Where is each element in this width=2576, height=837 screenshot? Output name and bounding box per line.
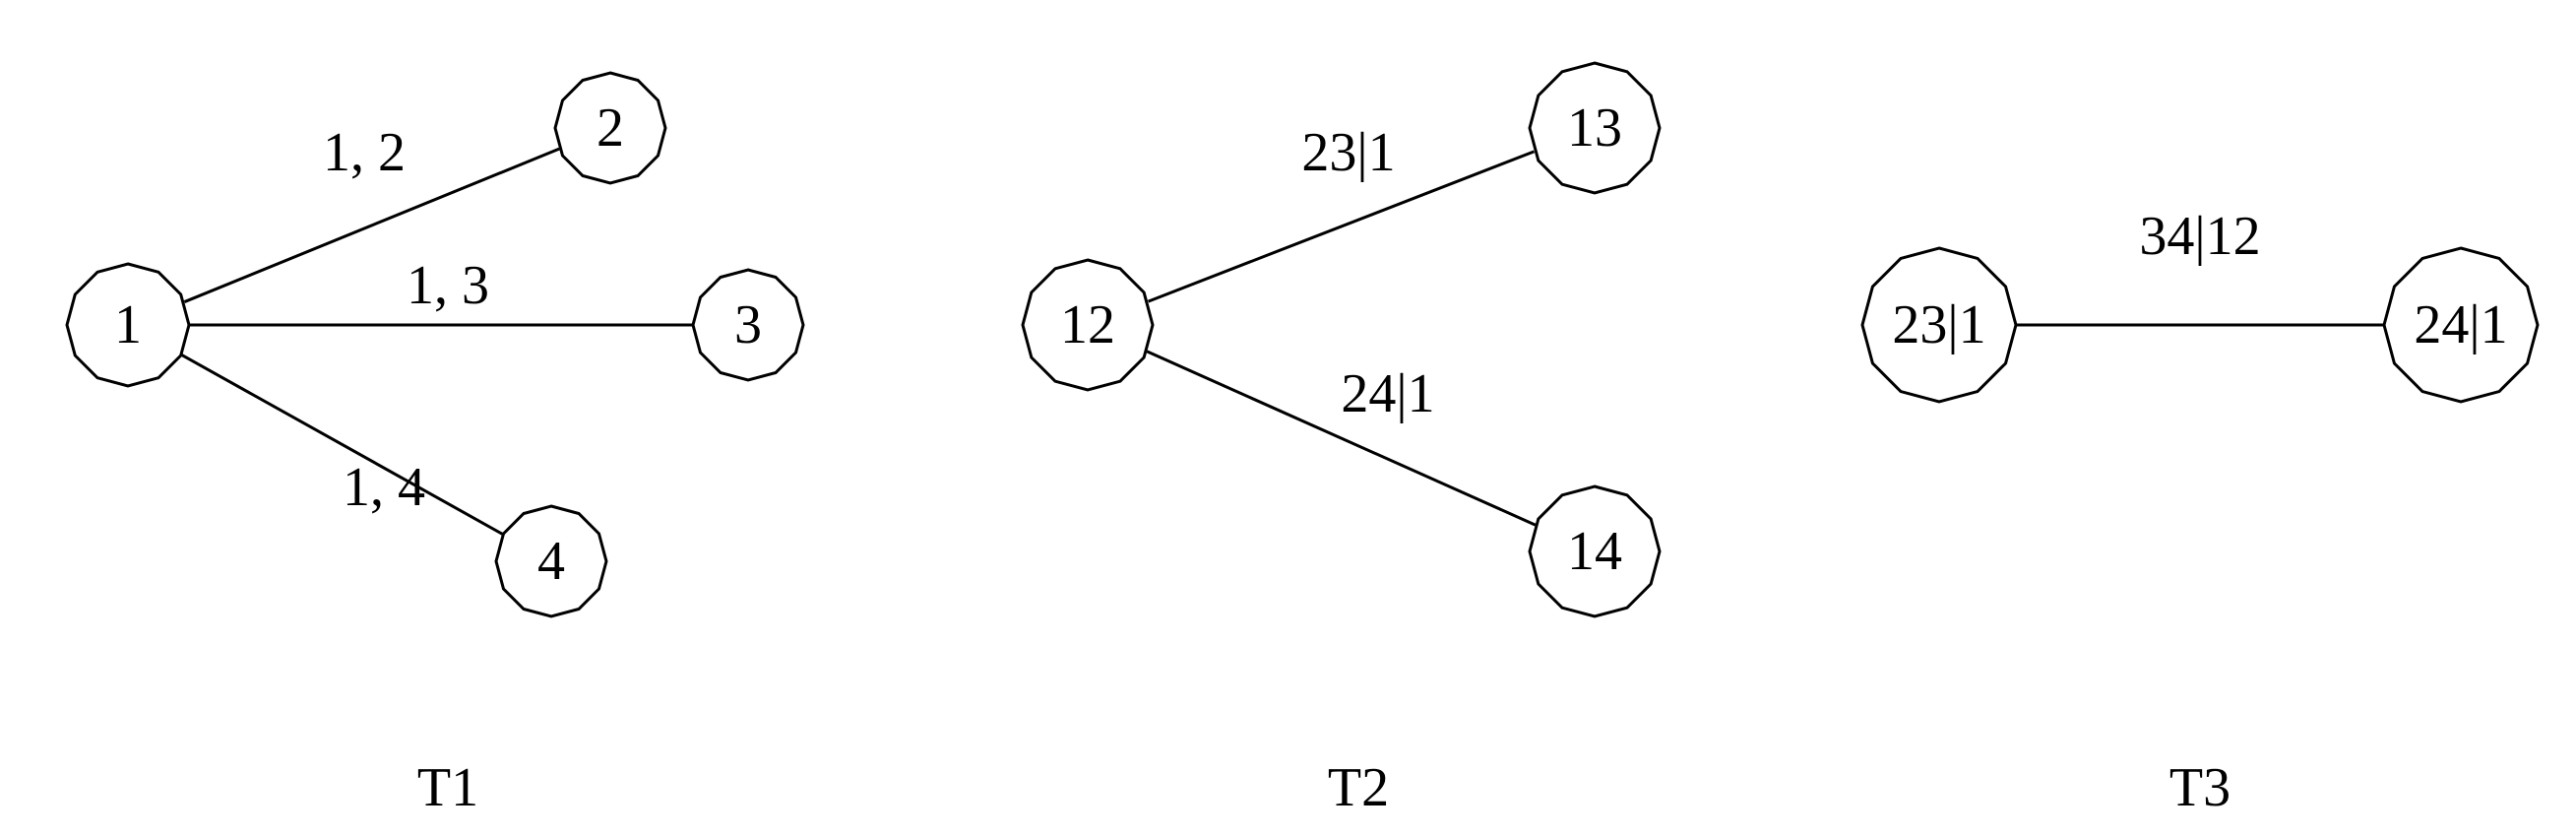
tree-caption: T3: [2169, 757, 2230, 818]
edge-label: 24|1: [1341, 363, 1434, 424]
tree-caption: T2: [1328, 757, 1389, 818]
tree-caption: T1: [417, 757, 478, 818]
node-label: 4: [537, 531, 565, 592]
edge-label: 34|12: [2139, 206, 2260, 267]
node-label: 24|1: [2414, 294, 2507, 355]
node-label: 14: [1567, 521, 1622, 582]
node-label: 13: [1567, 97, 1622, 159]
edge-label: 1, 2: [323, 122, 406, 183]
node-label: 12: [1060, 294, 1115, 355]
edge-label: 1, 3: [407, 255, 489, 316]
edge-label: 23|1: [1301, 122, 1395, 183]
edge-label: 1, 4: [343, 457, 425, 518]
vine-tree-diagram: 1, 21, 31, 423|124|134|12123412131423|12…: [0, 0, 2576, 837]
node-label: 1: [114, 294, 142, 355]
node-label: 3: [734, 294, 762, 355]
node-label: 2: [597, 97, 624, 159]
node-label: 23|1: [1892, 294, 1985, 355]
